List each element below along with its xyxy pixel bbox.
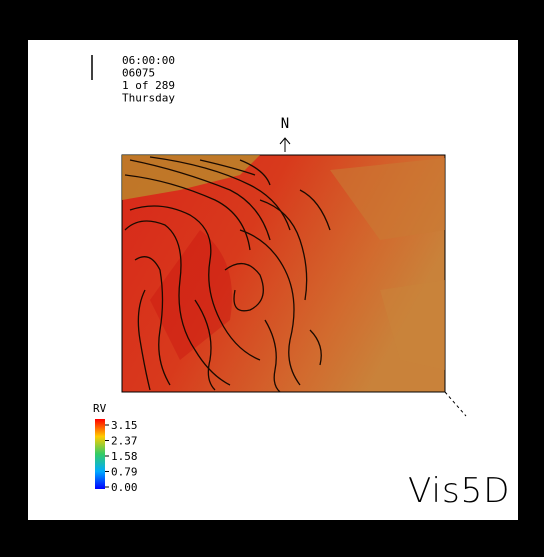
- header-line: 06:00:00: [122, 54, 175, 67]
- colorbar-ticks: 3.15 2.37 1.58 0.79 0.00: [105, 419, 138, 494]
- colorbar-tick-label: 0.00: [111, 481, 138, 494]
- colorbar-tick-label: 1.58: [111, 450, 138, 463]
- compass-arrow: [279, 137, 291, 152]
- header-line: Thursday: [122, 92, 175, 105]
- header-line: 06075: [122, 67, 155, 80]
- colorbar-tick-label: 0.79: [111, 466, 138, 479]
- colorbar-tick-label: 2.37: [111, 435, 138, 448]
- map: [121, 154, 446, 393]
- compass-label: N: [281, 116, 289, 132]
- logo: Vis5D: [408, 471, 510, 511]
- colorbar-title: RV: [93, 402, 107, 415]
- header-line: 1 of 289: [122, 79, 175, 92]
- colorbar: [95, 419, 105, 489]
- colorbar-tick-label: 3.15: [111, 419, 138, 432]
- box-edge: [444, 391, 467, 417]
